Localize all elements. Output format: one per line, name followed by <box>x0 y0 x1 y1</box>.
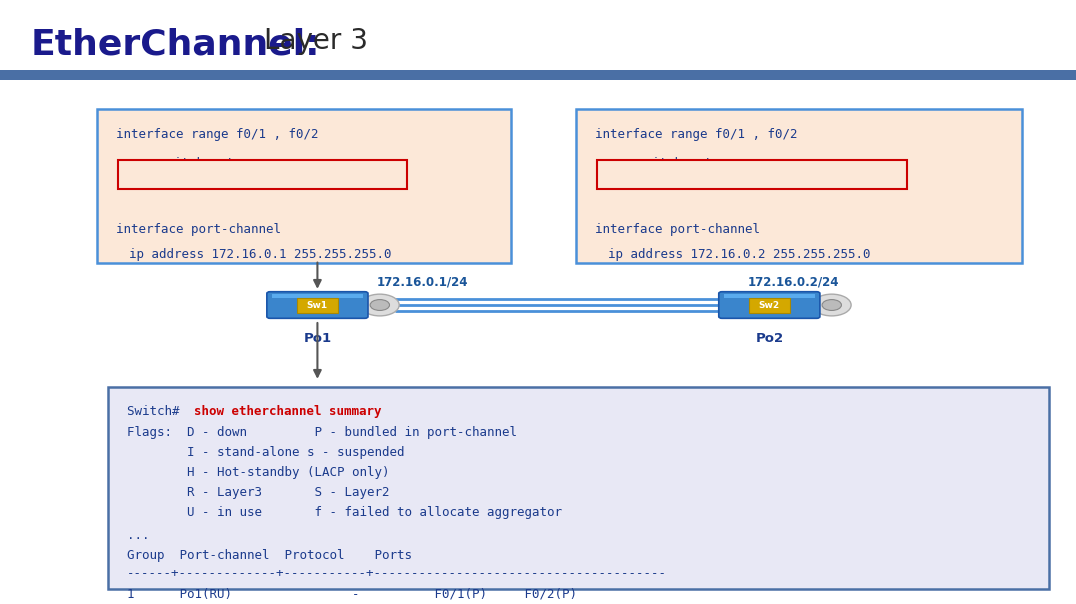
Text: Sw2: Sw2 <box>759 301 780 310</box>
FancyBboxPatch shape <box>576 109 1022 263</box>
Text: Po1: Po1 <box>303 332 331 345</box>
FancyBboxPatch shape <box>719 292 820 318</box>
Text: H - Hot-standby (LACP only): H - Hot-standby (LACP only) <box>127 466 390 480</box>
Text: show etherchannel summary: show etherchannel summary <box>194 405 381 418</box>
Text: U - in use       f - failed to allocate aggregator: U - in use f - failed to allocate aggreg… <box>127 506 562 519</box>
FancyBboxPatch shape <box>724 294 815 298</box>
Text: I - stand-alone s - suspended: I - stand-alone s - suspended <box>127 446 405 460</box>
Text: ...: ... <box>127 529 150 542</box>
Text: Flags:  D - down         P - bundled in port-channel: Flags: D - down P - bundled in port-chan… <box>127 426 516 440</box>
FancyBboxPatch shape <box>267 292 368 318</box>
Circle shape <box>822 300 841 310</box>
Text: 1      Po1(RU)                -          F0/1(P)     F0/2(P): 1 Po1(RU) - F0/1(P) F0/2(P) <box>127 587 577 600</box>
Text: Group  Port-channel  Protocol    Ports: Group Port-channel Protocol Ports <box>127 549 412 562</box>
Text: switchport: switchport <box>638 157 713 170</box>
Text: Switch#: Switch# <box>127 405 187 418</box>
Text: 172.16.0.1/24: 172.16.0.1/24 <box>377 275 468 288</box>
Text: no: no <box>608 157 623 170</box>
Text: R - Layer3       S - Layer2: R - Layer3 S - Layer2 <box>127 486 390 500</box>
Text: channel-group 1 mode on: channel-group 1 mode on <box>132 170 305 184</box>
Text: interface port-channel: interface port-channel <box>116 223 288 236</box>
FancyBboxPatch shape <box>597 160 907 189</box>
Circle shape <box>360 294 399 316</box>
Text: interface range f0/1 , f0/2: interface range f0/1 , f0/2 <box>116 128 318 141</box>
FancyBboxPatch shape <box>272 294 363 298</box>
Text: Po2: Po2 <box>755 332 783 345</box>
Text: EtherChannel:: EtherChannel: <box>30 27 320 61</box>
Text: ip address 172.16.0.2 255.255.255.0: ip address 172.16.0.2 255.255.255.0 <box>608 248 870 262</box>
Text: interface range f0/1 , f0/2: interface range f0/1 , f0/2 <box>595 128 797 141</box>
Text: no: no <box>129 157 144 170</box>
FancyBboxPatch shape <box>0 70 1076 80</box>
Text: ip address 172.16.0.1 255.255.255.0: ip address 172.16.0.1 255.255.255.0 <box>129 248 392 262</box>
Text: 172.16.0.2/24: 172.16.0.2/24 <box>748 275 839 288</box>
Text: Layer 3: Layer 3 <box>264 27 368 55</box>
Text: switchport: switchport <box>159 157 235 170</box>
Text: channel-group 2 mode on: channel-group 2 mode on <box>611 170 783 184</box>
FancyBboxPatch shape <box>108 387 1049 589</box>
FancyBboxPatch shape <box>749 298 790 313</box>
Circle shape <box>812 294 851 316</box>
Text: Sw1: Sw1 <box>307 301 328 310</box>
Circle shape <box>370 300 390 310</box>
FancyBboxPatch shape <box>97 109 511 263</box>
FancyBboxPatch shape <box>297 298 338 313</box>
Text: ------+-------------+-----------+---------------------------------------: ------+-------------+-----------+-------… <box>127 567 667 580</box>
FancyBboxPatch shape <box>118 160 407 189</box>
Text: interface port-channel: interface port-channel <box>595 223 767 236</box>
